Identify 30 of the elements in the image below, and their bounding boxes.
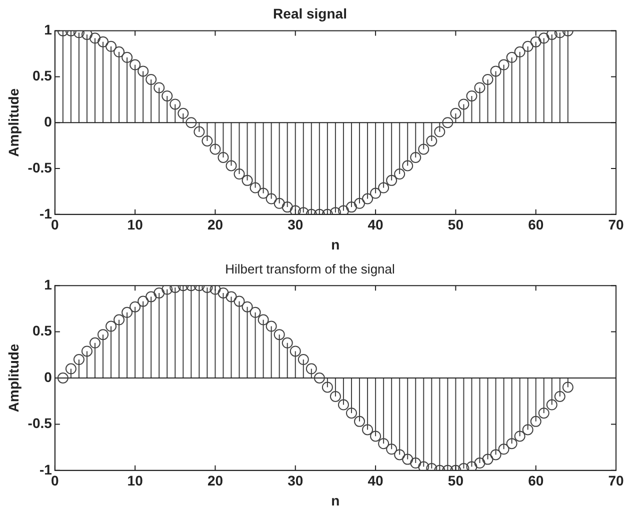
x-tick-label: 10 [127,216,144,233]
y-tick-label: 0 [44,368,52,385]
y-axis-title: Amplitude [5,88,22,157]
y-tick-label: 0.5 [32,68,52,84]
x-axis-title: n [331,236,340,252]
x-tick-label: 40 [368,216,384,233]
x-tick-label: 50 [448,216,464,233]
x-tick-label: 20 [207,472,224,489]
y-tick-label: -1 [39,461,52,478]
x-tick-label: 70 [608,216,624,233]
y-tick-label: 1 [44,22,52,38]
x-tick-label: 50 [448,472,464,489]
x-tick-label: 70 [608,472,624,489]
chart-title: Real signal [273,5,347,22]
x-axis-title: n [331,492,340,508]
x-tick-label: 30 [288,472,304,489]
x-tick-label: 60 [528,216,544,233]
chart-title: Hilbert transform of the signal [225,261,396,276]
x-tick-label: 30 [288,216,304,233]
y-tick-label: -1 [39,205,52,222]
x-tick-label: 60 [528,472,544,489]
y-tick-label: -0.5 [28,159,52,176]
y-axis-title: Amplitude [5,344,22,412]
x-tick-label: 40 [368,472,384,489]
x-tick-label: 10 [127,472,144,489]
x-tick-label: 20 [207,216,224,233]
y-tick-label: 1 [44,276,52,292]
y-tick-label: 0.5 [32,322,52,339]
y-tick-label: 0 [44,113,52,130]
y-tick-label: -0.5 [28,415,52,432]
